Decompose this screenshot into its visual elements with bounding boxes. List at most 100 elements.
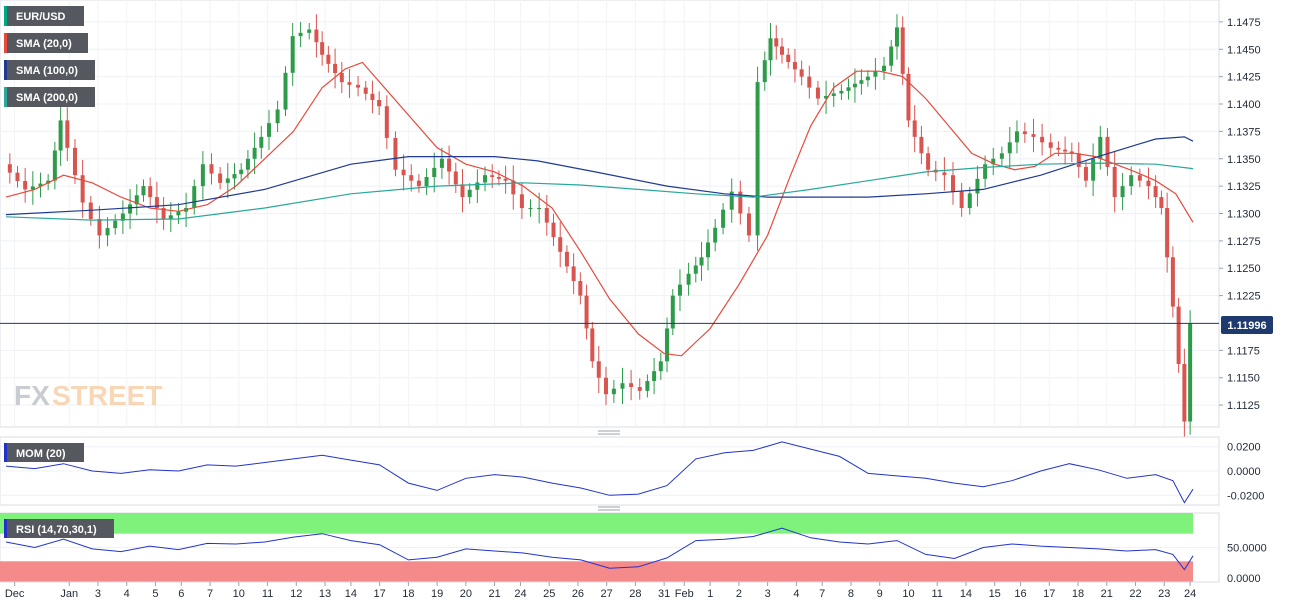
candle-down: [590, 328, 595, 362]
legend-rsi-label: RSI (14,70,30,1): [16, 524, 97, 536]
time-tick-label: 15: [989, 588, 1001, 600]
time-tick-label: Feb: [675, 588, 694, 600]
candle-down: [377, 99, 382, 107]
time-tick-label: 28: [629, 588, 641, 600]
candle-up: [467, 189, 472, 198]
candle-down: [416, 180, 421, 187]
legend-momentum-bg[interactable]: [4, 443, 84, 462]
time-tick-label: Dec: [5, 588, 25, 600]
candle-down: [637, 387, 642, 391]
candle-down: [1176, 306, 1181, 365]
candle-up: [852, 83, 857, 88]
candle-up: [670, 295, 675, 329]
momentum-tick-label: -0.0200: [1227, 490, 1264, 502]
time-tick-label: 25: [543, 588, 555, 600]
candle-up: [475, 182, 480, 190]
legend-sma-200[interactable]: SMA (200,0): [4, 87, 95, 107]
candle-up: [58, 120, 63, 151]
candle-up: [882, 65, 887, 72]
candle-down: [578, 281, 583, 296]
candle-up: [967, 193, 972, 209]
legend-sma-20-swatch: [4, 33, 7, 53]
candle-down: [347, 82, 352, 85]
legend-instrument-bg[interactable]: [4, 6, 84, 26]
candle-down: [1153, 186, 1158, 198]
rsi-oversold-zone: [0, 561, 1193, 582]
price-tick-label: 1.1150: [1227, 373, 1260, 385]
candle-up: [1129, 175, 1134, 187]
candle-down: [571, 266, 576, 282]
candle-down: [65, 120, 70, 148]
candle-down: [161, 208, 166, 219]
legend-sma-100[interactable]: SMA (100,0): [4, 60, 95, 80]
candle-up: [537, 208, 542, 210]
candle-down: [558, 237, 563, 252]
candle-up: [528, 208, 533, 210]
time-tick-label: 11: [931, 588, 942, 600]
candle-down: [780, 46, 785, 55]
candle-down: [339, 72, 344, 83]
legend-instrument[interactable]: EUR/USD: [4, 6, 84, 26]
time-tick-label: 24: [1184, 588, 1196, 600]
candle-up: [225, 178, 230, 183]
time-tick-label: 14: [345, 588, 357, 600]
candle-up: [275, 109, 280, 124]
time-tick-label: 14: [960, 588, 972, 600]
time-tick-label: 20: [460, 588, 472, 600]
legend-sma-20-bg[interactable]: [4, 33, 88, 53]
time-tick-label: 10: [233, 588, 245, 600]
candle-up: [768, 38, 773, 61]
candle-up: [266, 123, 271, 137]
rsi-axis-ticks: 50.0000 0.0000: [1227, 543, 1267, 586]
candle-down: [490, 175, 495, 178]
candle-up: [889, 46, 894, 66]
candle-up: [113, 220, 118, 229]
legend-rsi-bg[interactable]: [4, 519, 114, 538]
candle-down: [384, 106, 389, 138]
time-tick-label: 21: [488, 588, 500, 600]
time-tick-label: 9: [877, 588, 883, 600]
candle-down: [807, 76, 812, 88]
rsi-zones: [0, 513, 1193, 582]
candle-up: [839, 90, 844, 94]
momentum-tick-label: 0.0200: [1227, 442, 1261, 454]
candle-up: [975, 178, 980, 194]
legend-sma-100-bg[interactable]: [4, 60, 95, 80]
candle-down: [603, 377, 608, 395]
time-tick-label: 1: [707, 588, 713, 600]
candle-down: [799, 69, 804, 77]
candle-up: [307, 29, 312, 33]
legend-momentum-swatch: [4, 443, 7, 462]
candle-down: [959, 191, 964, 209]
candle-up: [645, 381, 650, 391]
legend-rsi[interactable]: RSI (14,70,30,1): [4, 519, 114, 538]
legend-sma-20[interactable]: SMA (20,0): [4, 33, 88, 53]
time-tick-label: 4: [124, 588, 130, 600]
candle-up: [432, 167, 437, 178]
candle-down: [926, 153, 931, 170]
candle-down: [544, 208, 549, 223]
time-tick-label: 12: [290, 588, 302, 600]
price-tick-label: 1.1225: [1227, 291, 1261, 303]
candle-down: [1137, 175, 1142, 181]
price-tick-label: 1.1125: [1227, 400, 1260, 412]
candle-down: [370, 93, 375, 100]
price-tick-label: 1.1475: [1227, 17, 1261, 29]
legend-sma-200-bg[interactable]: [4, 87, 95, 107]
time-tick-label: 22: [1129, 588, 1141, 600]
price-tick-label: 1.1400: [1227, 99, 1261, 111]
candle-down: [1063, 149, 1068, 152]
candle-up: [693, 265, 698, 274]
price-tick-label: 1.1275: [1227, 236, 1261, 248]
price-panel: FX STREET 1.11996 1.14751.14501.14251.14…: [0, 0, 1273, 437]
candle-up: [665, 328, 670, 362]
legend-momentum[interactable]: MOM (20): [4, 443, 84, 462]
candle-up: [1188, 323, 1193, 422]
candle-down: [154, 197, 159, 209]
candle-down: [815, 87, 820, 99]
candle-up: [259, 136, 264, 148]
sma-line-2: [5, 162, 1194, 221]
candle-up: [168, 215, 173, 219]
candle-up: [999, 153, 1004, 159]
